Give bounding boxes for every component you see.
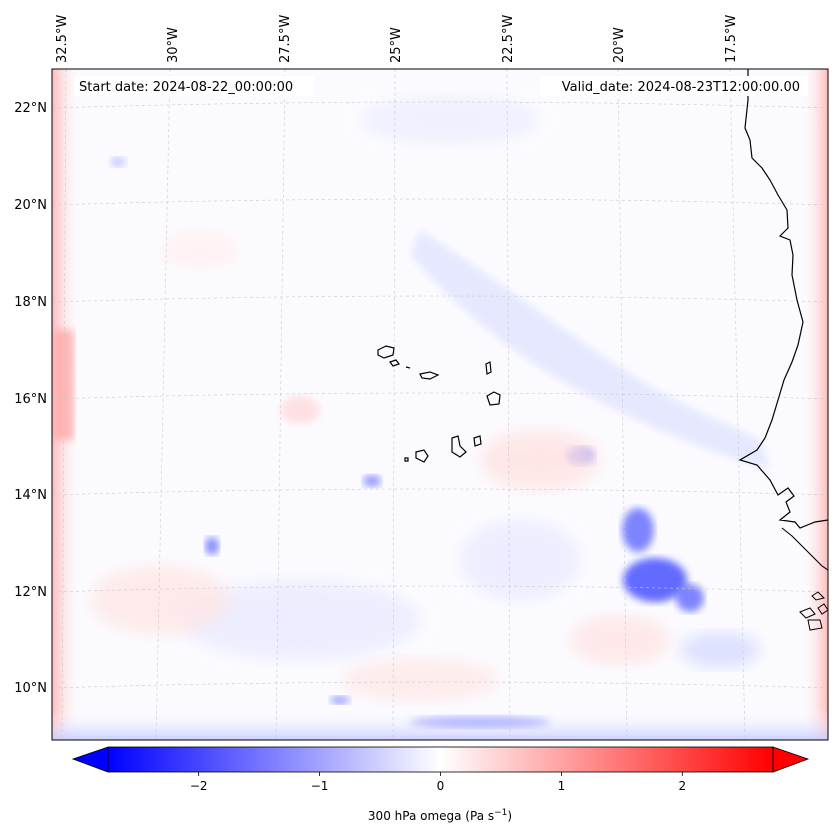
- island-sao-nicolau: [419, 371, 440, 380]
- start-date-box: [74, 76, 314, 96]
- bijagos-islands: [799, 591, 828, 631]
- colorbar-tick-label: 2: [678, 779, 686, 793]
- lon-label-25w: 25°W: [389, 27, 404, 63]
- colorbar-label-sup: −1: [494, 808, 507, 818]
- east-edge-positive-band: [800, 69, 828, 740]
- lon-label-27-5w: 27.5°W: [278, 15, 293, 63]
- positive-omega-area-6: [340, 658, 500, 702]
- lon-label-32-5w: 32.5°W: [55, 15, 70, 63]
- island-sal: [485, 361, 492, 375]
- colorbar-tick-label: 1: [558, 779, 566, 793]
- island-maio: [473, 435, 482, 447]
- valid-date-text: Valid_date: 2024-08-23T12:00:00.00: [562, 80, 800, 95]
- negative-omega-cell-2: [622, 508, 654, 552]
- positive-omega-area-2: [570, 615, 670, 665]
- positive-omega-area-1: [480, 430, 600, 490]
- start-date-text: Start date: 2024-08-22_00:00:00: [79, 80, 293, 95]
- map-frame: [51, 68, 829, 741]
- colorbar-label-main: 300 hPa omega (Pa s: [368, 809, 494, 823]
- island-fogo: [415, 449, 429, 463]
- negative-omega-cell-7: [330, 696, 350, 704]
- colorbar-min-extend: [71, 746, 109, 773]
- lat-label-18n: 18°N: [14, 295, 47, 310]
- island-santo-antao: [377, 345, 395, 359]
- negative-omega-cell-3: [623, 558, 687, 602]
- lon-label-22-5w: 22.5°W: [501, 15, 516, 63]
- lon-label-20w: 20°W: [612, 27, 627, 63]
- negative-omega-cell-4: [676, 584, 704, 612]
- west-edge-peak: [54, 330, 74, 440]
- lat-label-20n: 20°N: [14, 198, 47, 213]
- island-sao-vicente: [389, 359, 400, 367]
- negative-omega-cell-8: [110, 157, 126, 167]
- positive-omega-area-4: [280, 396, 320, 424]
- negative-omega-area-3: [460, 520, 580, 600]
- lat-label-14n: 14°N: [14, 488, 47, 503]
- africa-coastline: [738, 69, 828, 529]
- colorbar-label: 300 hPa omega (Pa s−1): [368, 808, 512, 823]
- colorbar-label-end: ): [507, 809, 512, 823]
- lat-label-22n: 22°N: [14, 101, 47, 116]
- negative-omega-area-1: [680, 632, 760, 668]
- negative-omega-cell-6: [363, 475, 381, 487]
- omega-field: [52, 69, 828, 740]
- colorbar-tick-label: −1: [311, 779, 329, 793]
- island-brava: [404, 457, 409, 462]
- latitude-labels: 22°N 20°N 18°N 16°N 14°N 12°N 10°N: [14, 101, 47, 696]
- colorbar-gradient: [108, 747, 773, 772]
- lat-label-16n: 16°N: [14, 392, 47, 407]
- colorbar-tick-label: −2: [190, 779, 208, 793]
- colorbar-tick-label: 0: [437, 779, 445, 793]
- positive-omega-area-3: [90, 565, 230, 635]
- negative-omega-cell-5: [205, 537, 219, 555]
- graticule: [52, 69, 828, 740]
- cape-verde-islands: [377, 345, 501, 463]
- lat-label-10n: 10°N: [14, 681, 47, 696]
- negative-omega-area-2: [180, 580, 420, 660]
- lat-label-12n: 12°N: [14, 585, 47, 600]
- lon-label-30w: 30°W: [166, 27, 181, 63]
- colorbar-ticks: −2 −1 0 1 2: [190, 772, 686, 793]
- longitude-labels: 32.5°W 30°W 27.5°W 25°W 22.5°W 20°W 17.5…: [55, 15, 739, 63]
- lon-label-17-5w: 17.5°W: [724, 15, 739, 63]
- south-edge-negative-peak: [410, 716, 550, 728]
- island-santiago: [451, 435, 467, 458]
- colorbar-max-extend: [772, 746, 810, 773]
- island-santa-luzia: [405, 366, 411, 369]
- africa-coastline-south: [781, 527, 828, 571]
- island-boa-vista: [486, 391, 501, 406]
- map-area: [52, 69, 828, 740]
- valid-date-box: [540, 76, 808, 96]
- negative-omega-area-4: [360, 95, 540, 145]
- positive-omega-area-5: [160, 230, 240, 270]
- colorbar: −2 −1 0 1 2 300 hPa omega (Pa s−1): [71, 746, 810, 823]
- negative-omega-band: [410, 230, 770, 470]
